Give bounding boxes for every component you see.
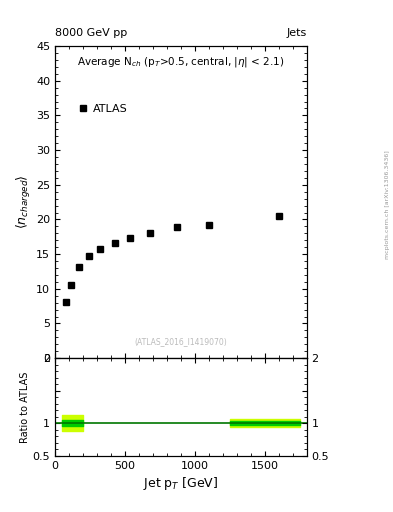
Y-axis label: $\langle n_{charged}\rangle$: $\langle n_{charged}\rangle$	[15, 175, 33, 229]
X-axis label: Jet p$_{T}$ [GeV]: Jet p$_{T}$ [GeV]	[143, 475, 219, 492]
ATLAS	[63, 299, 68, 305]
ATLAS	[148, 229, 152, 236]
Text: 8000 GeV pp: 8000 GeV pp	[55, 28, 127, 38]
Line: ATLAS: ATLAS	[62, 212, 282, 306]
ATLAS	[98, 246, 103, 252]
Y-axis label: Ratio to ATLAS: Ratio to ATLAS	[20, 371, 30, 442]
ATLAS	[276, 213, 281, 219]
ATLAS	[175, 224, 180, 230]
ATLAS	[128, 235, 133, 241]
ATLAS	[77, 264, 82, 270]
Legend: ATLAS: ATLAS	[73, 98, 134, 120]
Text: Jets: Jets	[286, 28, 307, 38]
Text: mcplots.cern.ch [arXiv:1306.3436]: mcplots.cern.ch [arXiv:1306.3436]	[385, 151, 389, 259]
ATLAS	[206, 222, 211, 228]
Text: (ATLAS_2016_I1419070): (ATLAS_2016_I1419070)	[134, 337, 227, 346]
ATLAS	[87, 253, 92, 259]
ATLAS	[69, 282, 73, 288]
ATLAS	[113, 240, 118, 246]
Text: Average N$_{ch}$ (p$_{T}$>0.5, central, |$\eta$| < 2.1): Average N$_{ch}$ (p$_{T}$>0.5, central, …	[77, 55, 285, 70]
